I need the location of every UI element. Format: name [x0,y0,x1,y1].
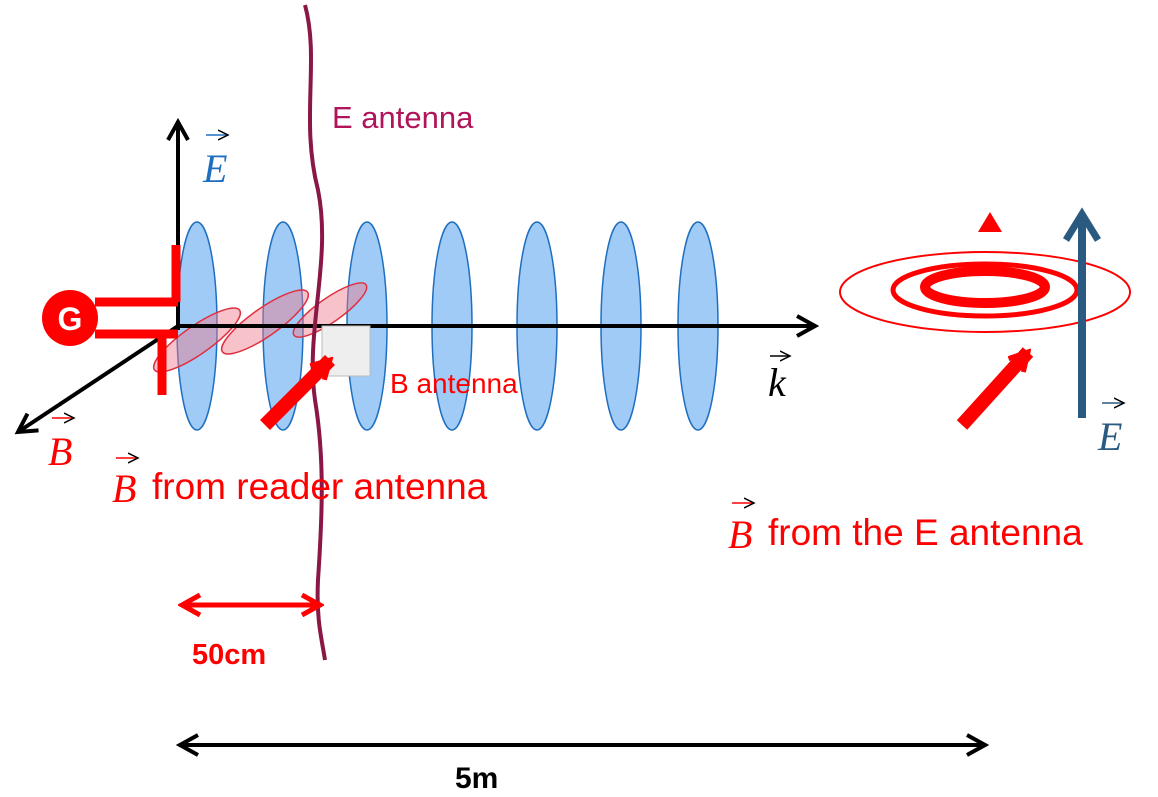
distance-large-label: 5m [455,762,498,795]
generator-label: G [58,301,83,337]
reader-caption: from reader antenna [152,466,488,507]
generator [42,245,181,395]
b-antenna-label: B antenna [390,368,518,399]
e-antenna-caption: from the E antenna [768,512,1083,553]
vector-accents [52,135,1124,503]
e-antenna-label: E antenna [332,100,474,135]
distance-small-label: 50cm [192,639,266,671]
b-axis-label: B [48,429,72,474]
b-arrow [260,355,335,430]
e-axis-label: E [202,146,227,191]
e-antenna-caption-symbol: B [728,512,752,557]
k-axis-label: k [768,360,787,405]
reader-caption-symbol: B [112,466,136,511]
e-field-label: E [1097,414,1122,459]
ring-arrow-head [978,212,1002,232]
b-rings [839,251,1131,333]
b-arrow-right [956,347,1034,430]
